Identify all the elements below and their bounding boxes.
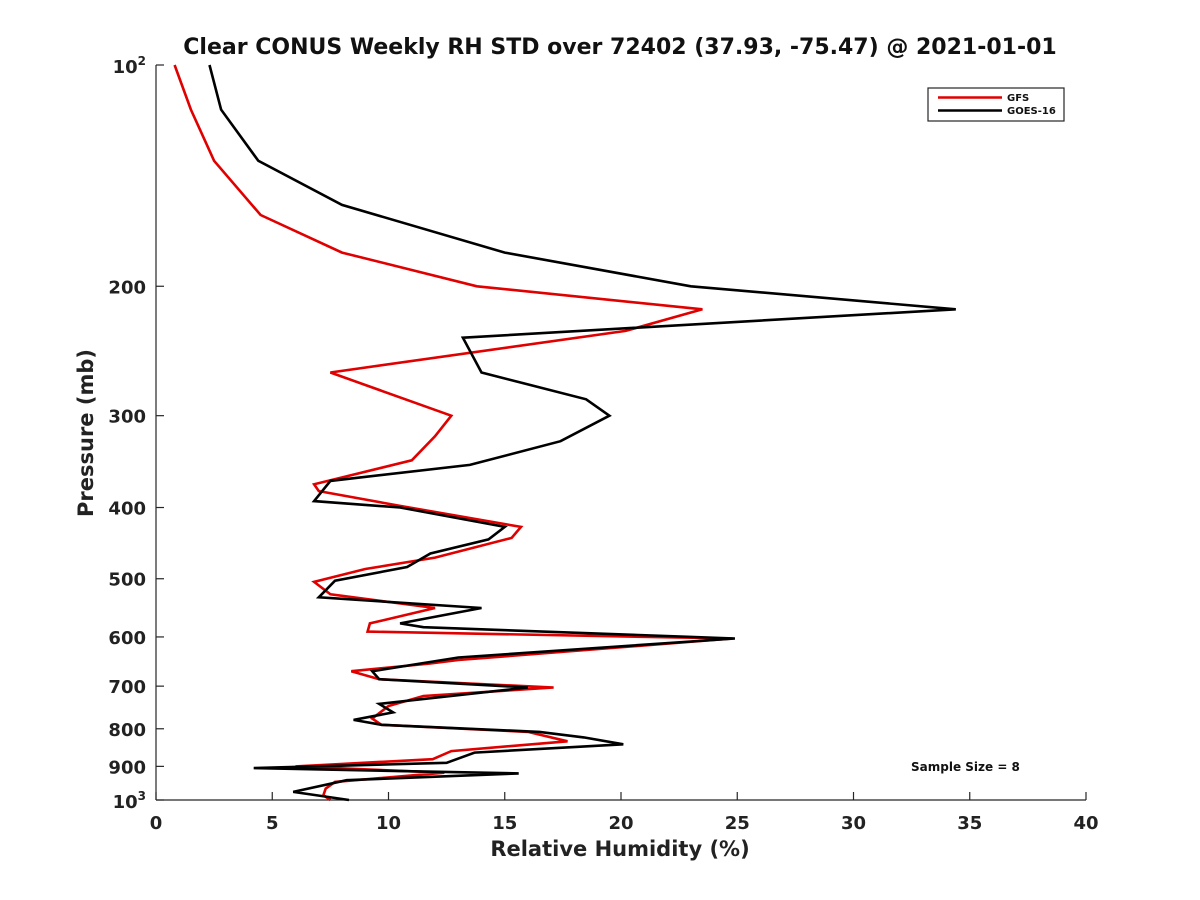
- y-tick-label: 700: [108, 677, 146, 698]
- y-tick-label: 600: [108, 628, 146, 649]
- x-ticks: 0 5 10 15 20 25 30 35 40: [150, 792, 1099, 834]
- x-tick-label: 25: [725, 813, 750, 834]
- x-tick-label: 10: [376, 813, 401, 834]
- series-line-goes16: [208, 64, 956, 802]
- y-tick-label: 500: [108, 570, 146, 591]
- series-line-gfs: [173, 64, 733, 802]
- x-tick-label: 20: [608, 813, 633, 834]
- x-tick-label: 35: [957, 813, 982, 834]
- plot-area: [155, 65, 1086, 801]
- y-tick-label: 300: [108, 407, 146, 428]
- y-tick-label: 200: [108, 277, 146, 298]
- legend-box: [927, 87, 1065, 122]
- x-tick-label: 40: [1073, 813, 1098, 834]
- x-tick-label: 30: [841, 813, 866, 834]
- legend-label-goes16: GOES-16: [1007, 106, 1056, 117]
- sample-size-annotation: Sample Size = 8: [911, 760, 1020, 774]
- y-tick-label: 900: [108, 757, 146, 778]
- y-tick-label: 400: [108, 499, 146, 520]
- y-tick-label-power: 103: [113, 789, 146, 813]
- y-tick-power-base: 10: [113, 57, 138, 78]
- y-tick-power-exponent: 3: [138, 789, 146, 803]
- y-tick-power-base: 10: [113, 792, 138, 813]
- y-tick-label-power: 102: [113, 54, 146, 78]
- y-tick-label: 800: [108, 720, 146, 741]
- y-axis-label: Pressure (mb): [74, 349, 98, 517]
- x-axis-label: Relative Humidity (%): [490, 837, 749, 861]
- chart-title: Clear CONUS Weekly RH STD over 72402 (37…: [183, 35, 1056, 60]
- legend-label-gfs: GFS: [1007, 93, 1029, 104]
- y-tick-power-exponent: 2: [138, 54, 146, 68]
- x-tick-label: 5: [266, 813, 279, 834]
- series-layer: [173, 64, 956, 802]
- x-tick-label: 15: [492, 813, 517, 834]
- x-tick-label: 0: [150, 813, 163, 834]
- legend: GFS GOES-16: [927, 87, 1065, 122]
